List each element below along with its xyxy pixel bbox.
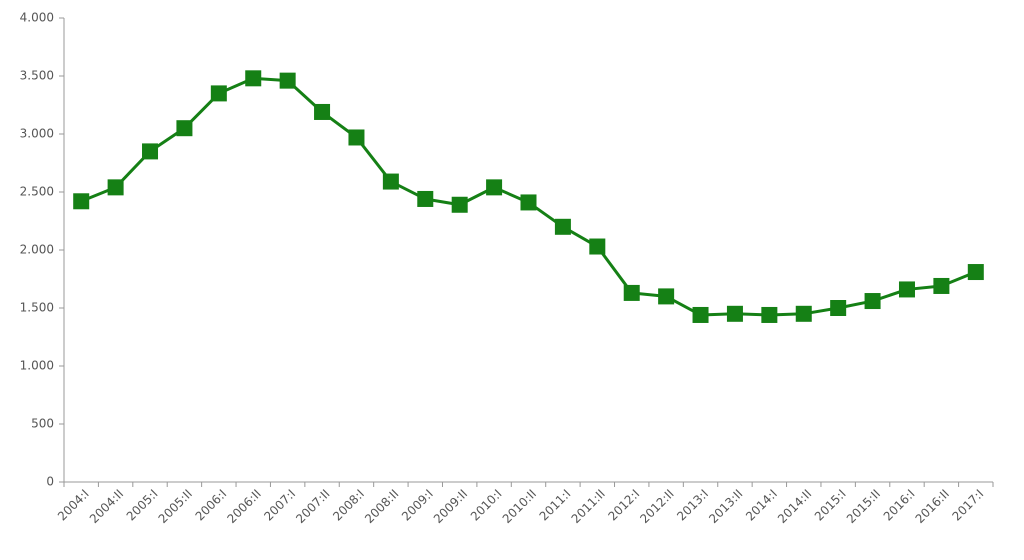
marker — [486, 179, 503, 196]
y-tick-label: 4.000 — [20, 11, 54, 25]
x-tick-label: 2006:II — [224, 487, 263, 526]
y-tick-label: 3.000 — [20, 127, 54, 141]
marker — [279, 72, 296, 89]
marker — [520, 194, 537, 211]
marker — [658, 288, 675, 305]
marker — [623, 284, 640, 301]
marker — [73, 193, 90, 210]
x-tick-label: 2004:I — [55, 487, 92, 524]
x-tick-label: 2004:II — [87, 487, 126, 526]
marker — [692, 306, 709, 323]
x-tick-label: 2012:I — [605, 487, 642, 524]
x-tick-label: 2013:I — [674, 487, 711, 524]
x-tick-label: 2009:I — [399, 487, 436, 524]
marker — [451, 196, 468, 213]
y-tick-label: 500 — [31, 417, 54, 431]
marker — [142, 143, 159, 160]
x-tick-label: 2006:I — [193, 487, 230, 524]
marker — [898, 281, 915, 298]
x-tick-label: 2005:I — [124, 487, 161, 524]
marker — [348, 129, 365, 146]
marker — [314, 103, 331, 120]
x-tick-label: 2008:II — [362, 487, 401, 526]
marker — [761, 306, 778, 323]
marker — [107, 179, 124, 196]
x-tick-label: 2011:I — [537, 487, 574, 524]
y-tick-label: 2.500 — [20, 185, 54, 199]
marker — [795, 305, 812, 322]
x-tick-label: 2009:II — [431, 487, 470, 526]
x-tick-label: 2008:I — [330, 487, 367, 524]
x-tick-label: 2014:II — [775, 487, 814, 526]
marker — [210, 85, 227, 102]
y-tick-label: 1.000 — [20, 359, 54, 373]
marker — [554, 218, 571, 235]
x-tick-label: 2017:I — [950, 487, 987, 524]
marker — [967, 264, 984, 281]
y-tick-label: 3.500 — [20, 69, 54, 83]
x-tick-label: 2007:II — [293, 487, 332, 526]
marker — [864, 293, 881, 310]
x-tick-label: 2013:II — [706, 487, 745, 526]
marker — [417, 190, 434, 207]
x-tick-label: 2016:II — [913, 487, 952, 526]
x-tick-label: 2015:II — [844, 487, 883, 526]
marker — [176, 120, 193, 137]
y-tick-label: 1.500 — [20, 301, 54, 315]
marker — [382, 173, 399, 190]
y-tick-label: 2.000 — [20, 243, 54, 257]
marker — [726, 305, 743, 322]
x-tick-label: 2011:II — [569, 487, 608, 526]
x-tick-label: 2005:II — [156, 487, 195, 526]
x-tick-label: 2012:II — [637, 487, 676, 526]
x-tick-label: 2015:I — [812, 487, 849, 524]
marker — [589, 238, 606, 255]
x-tick-label: 2016:I — [881, 487, 918, 524]
marker — [830, 300, 847, 316]
x-tick-label: 2010:I — [468, 487, 505, 524]
y-tick-label: 0 — [46, 475, 54, 489]
x-tick-label: 2010:II — [500, 487, 539, 526]
x-tick-label: 2014:I — [743, 487, 780, 524]
marker — [933, 277, 950, 294]
marker — [245, 70, 262, 87]
x-tick-label: 2007:I — [261, 487, 298, 524]
